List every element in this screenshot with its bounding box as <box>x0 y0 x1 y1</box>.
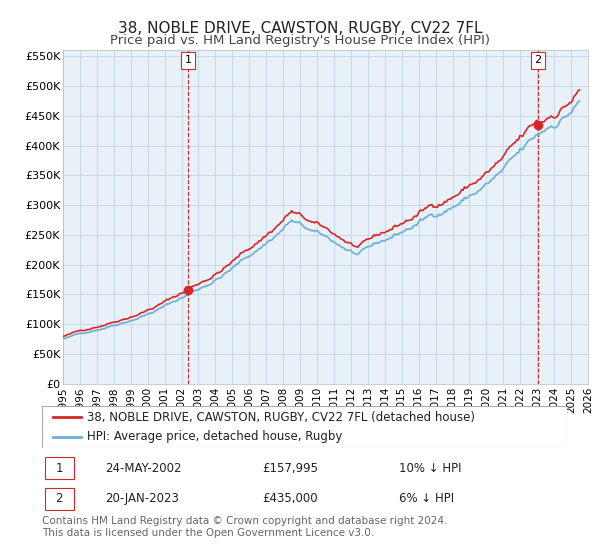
Text: 10% ↓ HPI: 10% ↓ HPI <box>399 461 461 474</box>
Text: £157,995: £157,995 <box>263 461 319 474</box>
Text: 1: 1 <box>185 55 191 66</box>
Text: HPI: Average price, detached house, Rugby: HPI: Average price, detached house, Rugb… <box>86 430 342 443</box>
FancyBboxPatch shape <box>44 457 74 479</box>
FancyBboxPatch shape <box>42 406 567 448</box>
FancyBboxPatch shape <box>44 488 74 510</box>
Text: 2: 2 <box>535 55 542 66</box>
Text: 1: 1 <box>56 461 63 474</box>
Text: 38, NOBLE DRIVE, CAWSTON, RUGBY, CV22 7FL (detached house): 38, NOBLE DRIVE, CAWSTON, RUGBY, CV22 7F… <box>86 411 475 424</box>
Text: 20-JAN-2023: 20-JAN-2023 <box>105 492 179 505</box>
Text: 24-MAY-2002: 24-MAY-2002 <box>105 461 182 474</box>
Text: 2: 2 <box>56 492 63 505</box>
Text: Contains HM Land Registry data © Crown copyright and database right 2024.
This d: Contains HM Land Registry data © Crown c… <box>42 516 448 538</box>
Text: 38, NOBLE DRIVE, CAWSTON, RUGBY, CV22 7FL: 38, NOBLE DRIVE, CAWSTON, RUGBY, CV22 7F… <box>118 21 482 36</box>
Text: £435,000: £435,000 <box>263 492 318 505</box>
Text: 6% ↓ HPI: 6% ↓ HPI <box>399 492 454 505</box>
Text: Price paid vs. HM Land Registry's House Price Index (HPI): Price paid vs. HM Land Registry's House … <box>110 34 490 46</box>
